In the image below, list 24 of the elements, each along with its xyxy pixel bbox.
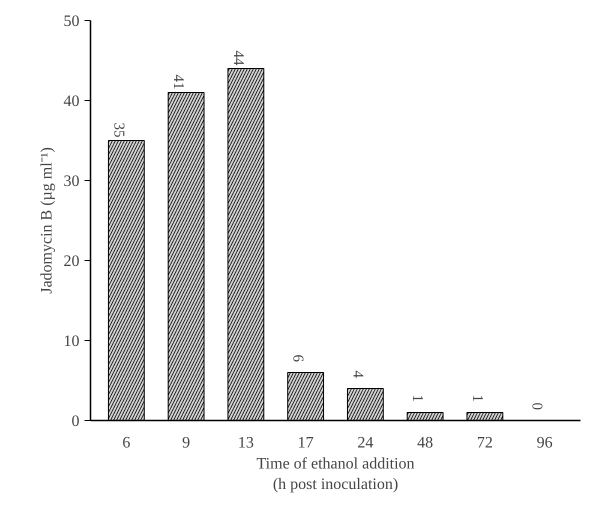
data-label: 35 <box>110 122 126 138</box>
x-tick-label: 13 <box>238 434 254 452</box>
data-label: 6 <box>290 354 306 362</box>
data-label: 41 <box>170 74 186 90</box>
data-label: 0 <box>528 402 545 410</box>
y-tick-label: 10 <box>64 333 80 350</box>
data-label: 1 <box>409 394 426 402</box>
data-label: 1 <box>468 394 485 402</box>
y-tick-label: 20 <box>64 253 80 270</box>
y-tick-label: 50 <box>64 13 80 30</box>
x-tick-label: 9 <box>182 434 190 452</box>
x-tick-label: 6 <box>122 434 130 452</box>
x-tick-label: 96 <box>536 434 553 452</box>
data-label: 44 <box>230 50 246 66</box>
y-tick-label: 40 <box>64 93 80 110</box>
x-tick-label: 72 <box>476 434 493 452</box>
y-tick-label: 30 <box>64 173 80 190</box>
x-tick-label: 24 <box>357 434 374 452</box>
data-label: 4 <box>349 370 366 378</box>
x-axis-title: Time of ethanol addition (h post inoculation) <box>256 456 415 493</box>
x-tick-label: 48 <box>417 434 434 452</box>
y-tick-label: 0 <box>72 413 80 430</box>
x-tick-label: 17 <box>298 434 314 452</box>
y-axis-title: Jadomycin B (µg ml⁻¹) <box>38 147 56 294</box>
